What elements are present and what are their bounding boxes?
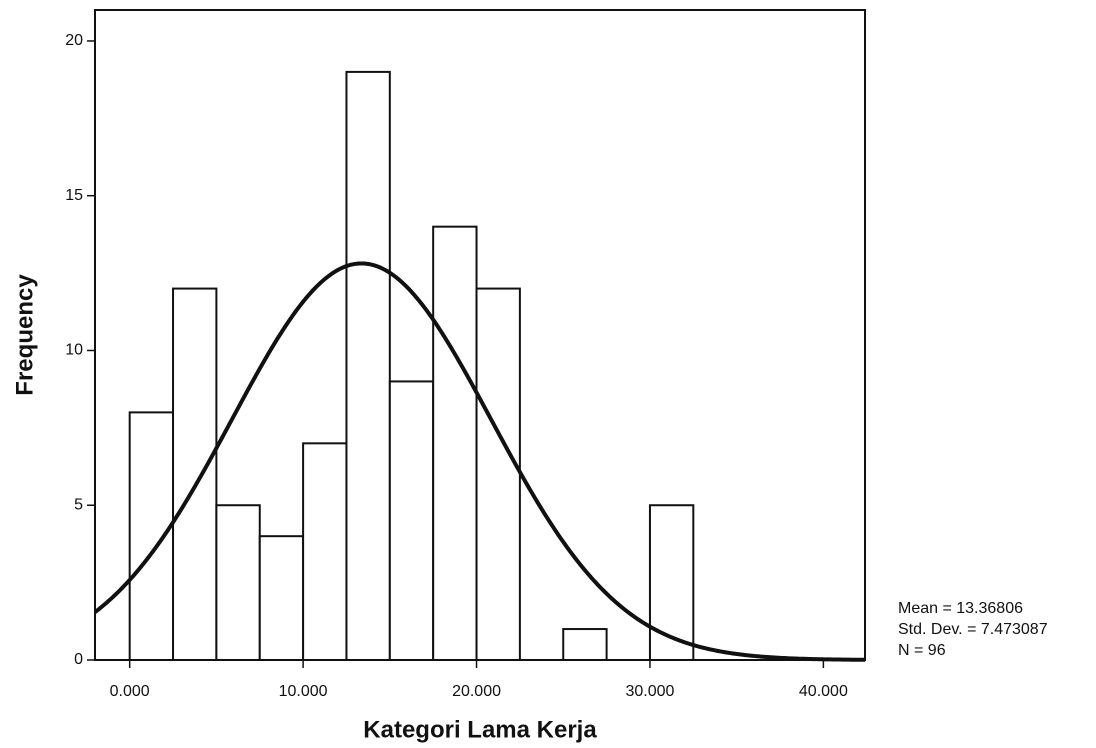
y-tick-label: 0 (74, 651, 83, 668)
bar (215, 504, 261, 661)
y-tick-label: 5 (74, 496, 83, 513)
plot-frame (94, 9, 866, 661)
x-tick-label: 20.000 (452, 683, 501, 700)
bar (128, 411, 175, 661)
bar (475, 287, 521, 661)
normal-curve (93, 261, 866, 662)
x-tick-label: 0.000 (110, 683, 150, 700)
stat-label: N = 96 (898, 642, 946, 659)
stat-label: Std. Dev. = 7.473087 (898, 621, 1048, 638)
y-tick-label: 10 (65, 342, 83, 359)
y-tick-label: 15 (65, 187, 83, 204)
y-axis-title: Frequency (11, 274, 38, 396)
bar (258, 535, 305, 662)
x-tick-label: 10.000 (279, 683, 328, 700)
bar (302, 442, 348, 662)
x-tick-label: 40.000 (799, 683, 848, 700)
stat-label: Mean = 13.36806 (898, 600, 1023, 617)
x-axis-title: Kategori Lama Kerja (363, 716, 597, 743)
bar (562, 628, 608, 661)
bar (172, 287, 218, 661)
bar (432, 225, 478, 662)
x-tick-label: 30.000 (625, 683, 674, 700)
bar (345, 70, 391, 661)
bar (388, 380, 435, 661)
bar (648, 504, 695, 661)
y-tick-label: 20 (65, 32, 83, 49)
